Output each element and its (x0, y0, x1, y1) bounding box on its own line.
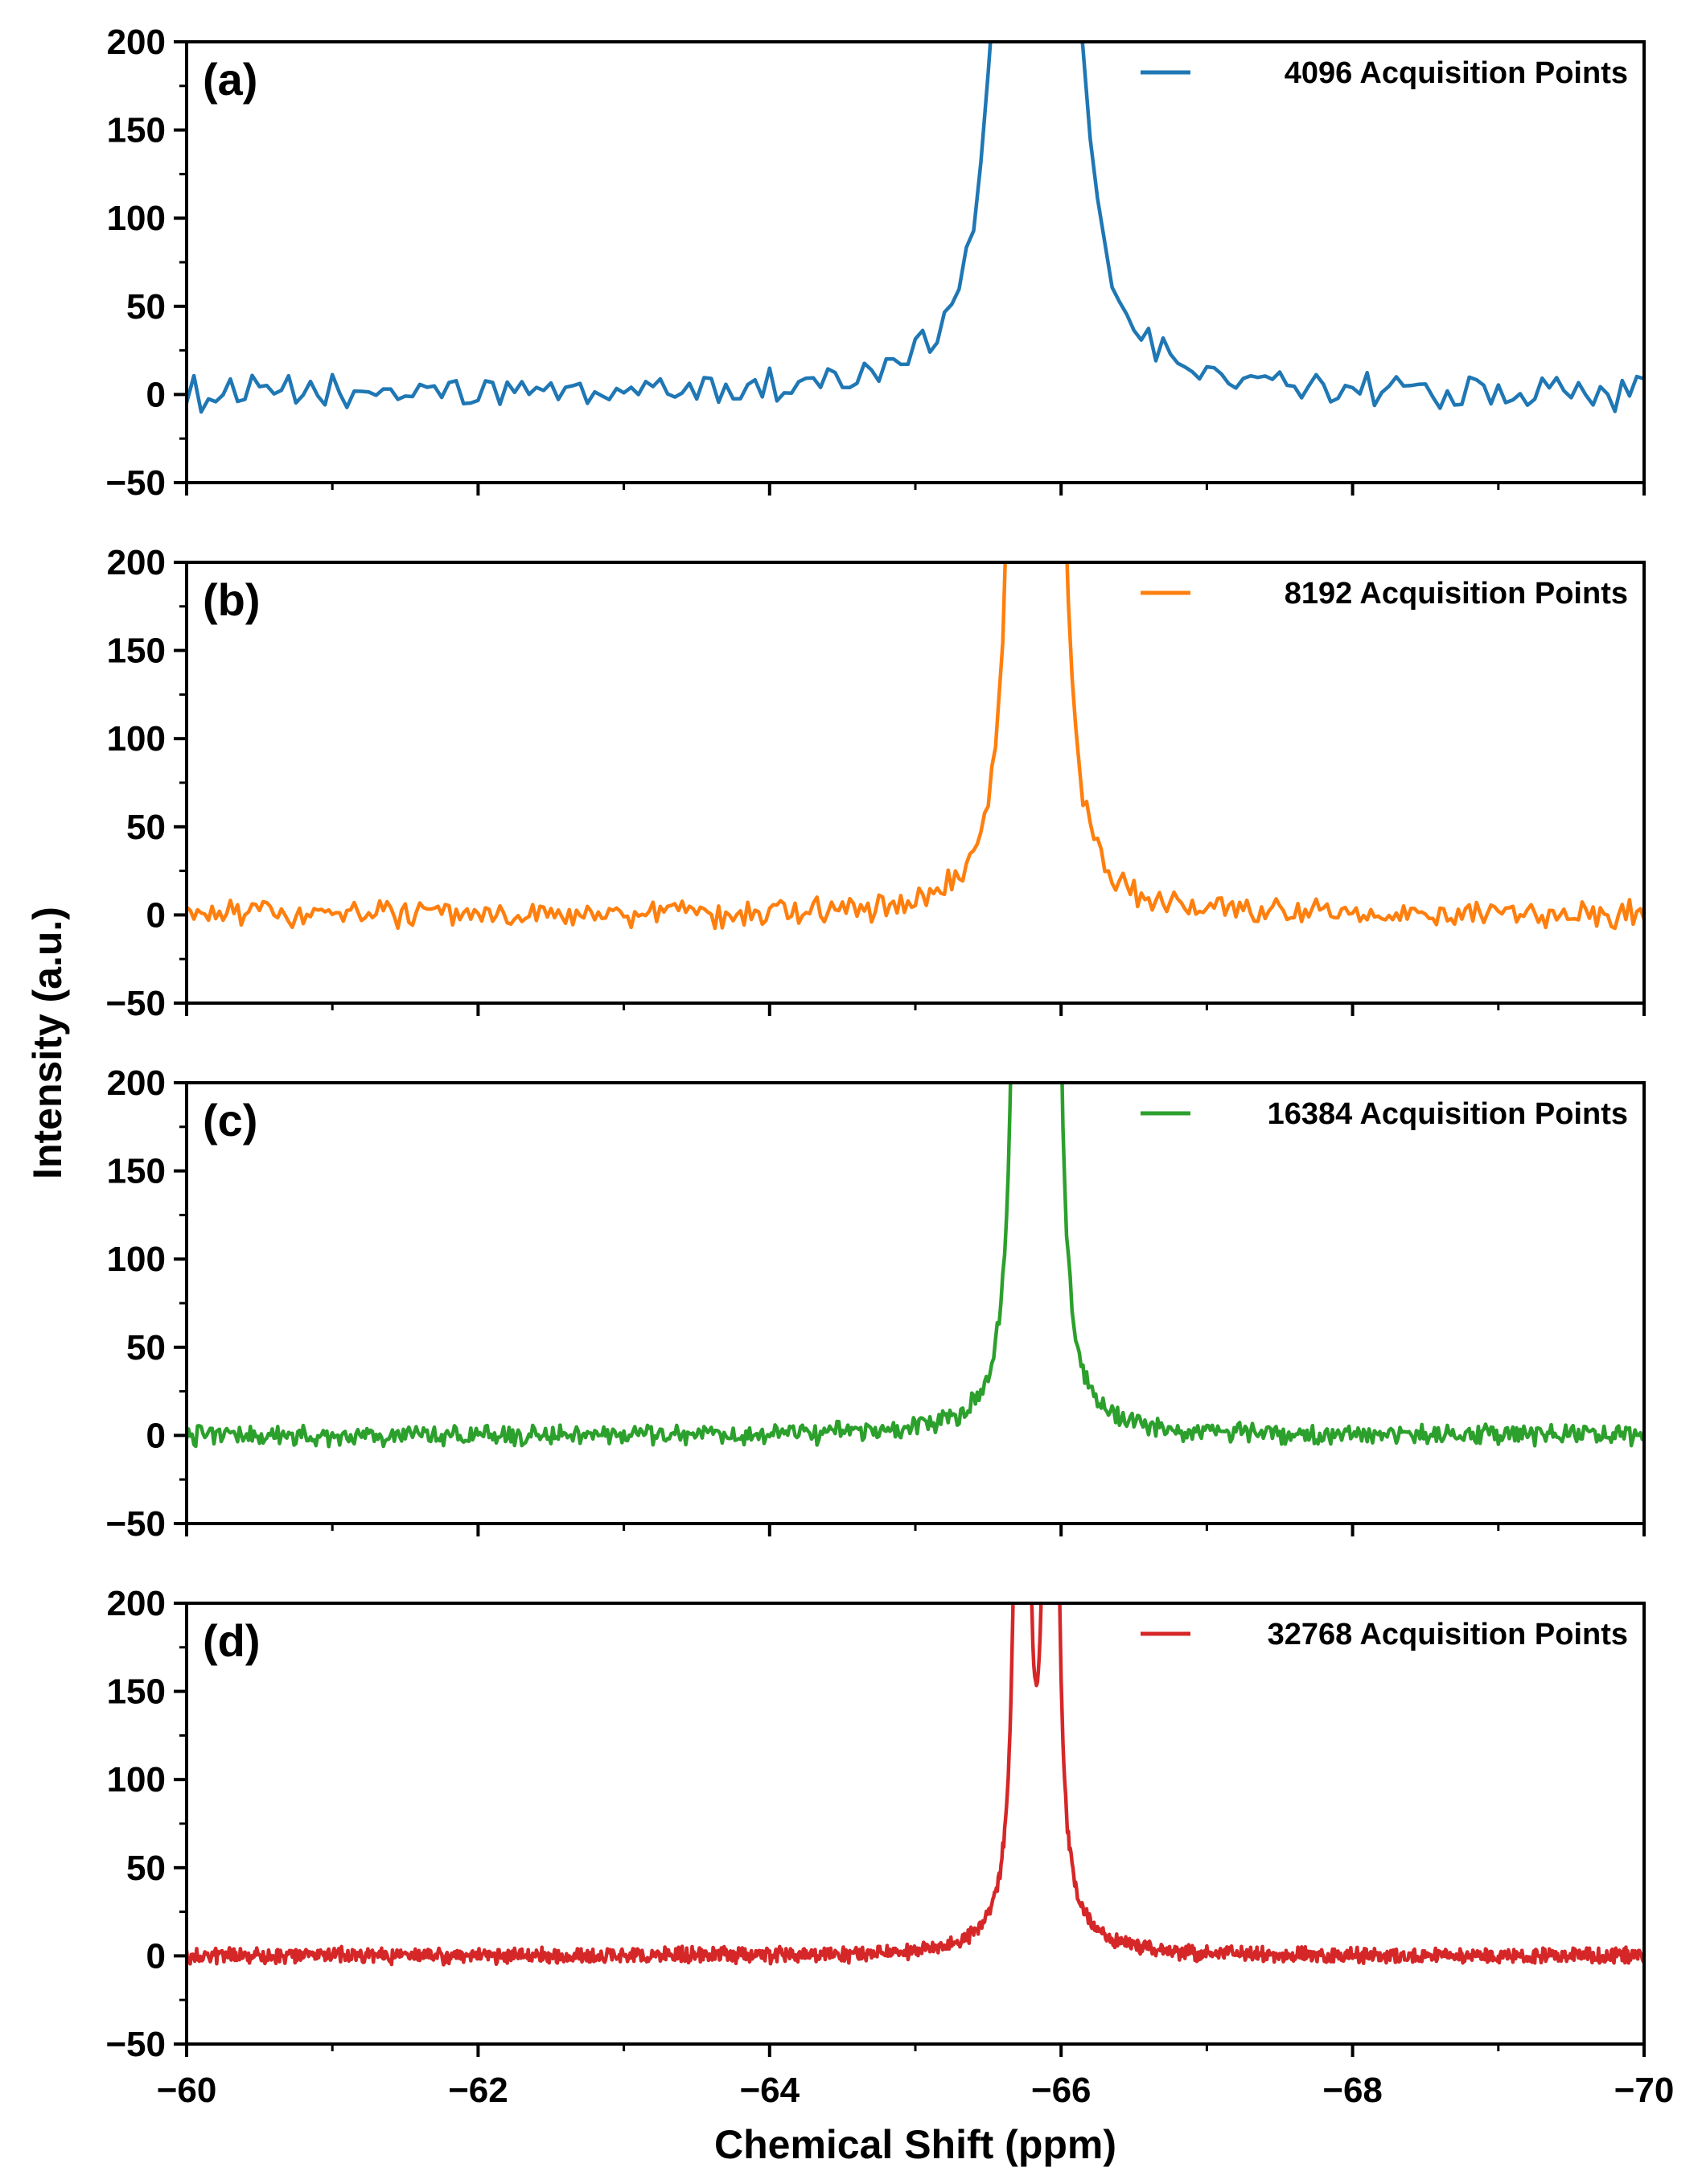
x-tick-label: −62 (448, 2071, 508, 2110)
y-tick-label: 50 (126, 1328, 166, 1368)
plot-frame (185, 40, 1646, 484)
legend-label: 16384 Acquisition Points (1268, 1097, 1628, 1131)
y-tick-label: 50 (126, 808, 166, 847)
y-tick-label: 0 (146, 1416, 166, 1455)
y-tick-label: −50 (105, 2025, 166, 2064)
y-tick-label: 200 (107, 543, 166, 582)
y-tick-label: 50 (126, 287, 166, 327)
panel-label: (c) (203, 1095, 257, 1145)
y-tick-label: −50 (105, 1504, 166, 1544)
series-line-1 (187, 42, 1644, 414)
x-tick-label: −68 (1322, 2071, 1383, 2110)
y-tick-label: −50 (105, 984, 166, 1023)
y-tick-label: 0 (146, 895, 166, 935)
panel-label: (a) (203, 54, 257, 105)
legend-label: 8192 Acquisition Points (1285, 577, 1628, 611)
y-tick-label: 200 (107, 23, 166, 62)
legend-label: 4096 Acquisition Points (1285, 56, 1628, 90)
series-line-3 (187, 1083, 1644, 1449)
y-tick-label: 150 (107, 111, 166, 150)
y-tick-label: 150 (107, 631, 166, 671)
y-tick-label: 200 (107, 1063, 166, 1103)
y-tick-label: 200 (107, 1584, 166, 1623)
series-line-2 (187, 562, 1644, 931)
y-tick-label: 100 (107, 199, 166, 238)
plot-frame (185, 1602, 1646, 2046)
y-tick-label: 150 (107, 1672, 166, 1712)
x-axis-title: Chemical Shift (ppm) (714, 2122, 1116, 2167)
panel-label: (b) (203, 574, 261, 625)
y-tick-label: 100 (107, 1760, 166, 1799)
y-tick-label: 100 (107, 1240, 166, 1279)
panel-d: −50 0 50 100 150 200 −60 −62 −64 −66 −68 −70 (d) 3276… (105, 1584, 1675, 2110)
y-tick-label: 150 (107, 1152, 166, 1191)
x-tick-label: −70 (1614, 2071, 1675, 2110)
x-tick-label: −66 (1031, 2071, 1092, 2110)
legend-label: 32768 Acquisition Points (1268, 1618, 1628, 1651)
panel-a: −50 0 50 100 150 200 (a) 4096 Acquisition Point… (105, 23, 1646, 503)
x-tick-label: −64 (739, 2071, 800, 2110)
x-tick-label: −60 (157, 2071, 217, 2110)
plot-frame (185, 561, 1646, 1005)
y-tick-label: −50 (105, 463, 166, 503)
y-tick-label: 100 (107, 719, 166, 759)
panel-c: −50 0 50 100 150 200 (c) 16384 Acquisition Poin… (105, 1063, 1646, 1544)
y-tick-label: 0 (146, 1936, 166, 1976)
series-line-4 (187, 1603, 1644, 1967)
panel-label: (d) (203, 1615, 261, 1666)
y-tick-label: 50 (126, 1849, 166, 1888)
y-tick-label: 0 (146, 375, 166, 414)
y-axis-title: Intensity (a.u.) (25, 907, 70, 1179)
panel-b: −50 0 50 100 150 200 (b) 8192 Acquisition Point… (105, 543, 1646, 1023)
plot-frame (185, 1081, 1646, 1525)
